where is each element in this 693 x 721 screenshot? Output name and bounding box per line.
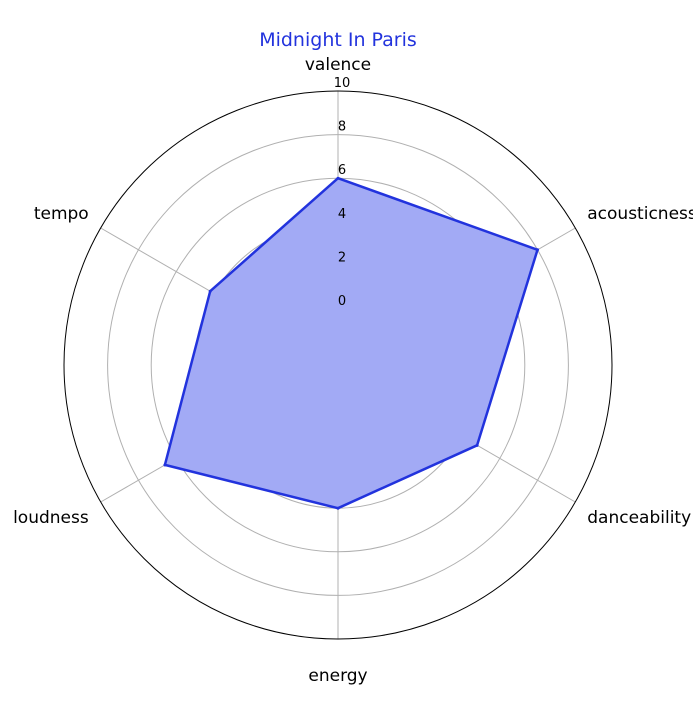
data-point-loudness — [163, 463, 167, 467]
data-point-acousticness — [536, 248, 540, 252]
radar-series — [163, 176, 540, 510]
rtick-label-1: 2 — [338, 250, 346, 265]
axis-label-valence: valence — [305, 55, 371, 75]
data-point-energy — [336, 506, 340, 510]
rtick-label-2: 4 — [338, 207, 346, 222]
axis-label-acousticness: acousticness — [587, 204, 693, 224]
axis-label-loudness: loudness — [13, 508, 89, 528]
axis-label-tempo: tempo — [34, 204, 89, 224]
axis-label-energy: energy — [308, 666, 367, 686]
rtick-label-0: 0 — [338, 294, 346, 309]
axis-labels: valence acousticness danceability energy lou… — [13, 55, 693, 686]
data-point-danceability — [475, 443, 479, 447]
series-area — [164, 178, 538, 509]
rtick-label-4: 8 — [338, 120, 346, 135]
axis-label-danceability: danceability — [587, 508, 691, 528]
chart-title: Midnight In Paris — [259, 29, 417, 51]
rtick-label-5: 10 — [334, 76, 351, 91]
rtick-label-3: 6 — [338, 163, 346, 178]
outer-frame — [63, 90, 613, 640]
data-point-tempo — [208, 289, 212, 293]
data-point-valence — [336, 176, 340, 180]
radial-tick-labels: 0 2 4 6 8 10 — [334, 76, 351, 309]
grid-ring-4 — [107, 134, 569, 596]
